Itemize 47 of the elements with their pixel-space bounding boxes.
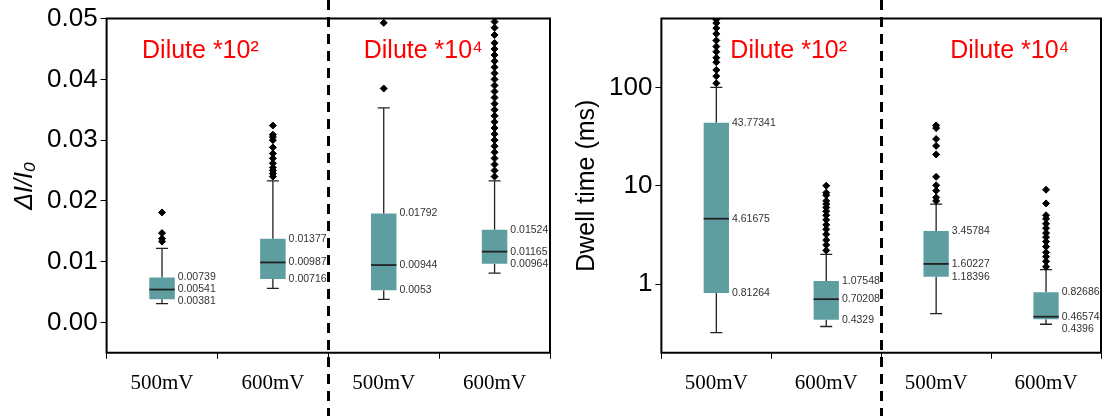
- annotation: Dilute *10⁴: [363, 35, 483, 64]
- x-tick-label: 500mV: [684, 369, 748, 394]
- y-tick-label: 0.02: [46, 184, 98, 215]
- annotation: 43.77341: [731, 115, 776, 128]
- annotation: 0.00987: [288, 255, 327, 268]
- y-tick-label: 0.05: [46, 1, 98, 32]
- x-tick-label: 600mV: [794, 369, 858, 394]
- annotation: 0.01792: [399, 206, 438, 219]
- x-tick-label: 600mV: [463, 369, 527, 394]
- x-tick-label: 600mV: [1014, 369, 1078, 394]
- x-tick-label: 600mV: [241, 369, 305, 394]
- annotation: 0.01165: [510, 244, 548, 257]
- annotation: 1.60227: [951, 256, 990, 269]
- y-axis-title: ΔI/I₀: [8, 161, 37, 211]
- annotation: Dilute *10²: [142, 35, 259, 64]
- y-tick-label: 1: [637, 267, 653, 298]
- y-tick-label: 0.03: [46, 123, 98, 154]
- x-tick-label: 500mV: [352, 369, 416, 394]
- annotation: 0.00944: [399, 257, 438, 270]
- annotation: 0.0053: [399, 283, 432, 296]
- annotation: 4.61675: [731, 211, 771, 224]
- annotation: 0.70208: [841, 292, 880, 305]
- y-tick-label: 10: [623, 168, 653, 199]
- y-tick-label: 0.04: [46, 62, 98, 93]
- annotation: 0.4396: [1061, 321, 1094, 334]
- annotation: 0.81264: [731, 285, 771, 298]
- annotation: Dilute *10⁴: [950, 35, 1070, 64]
- annotation: 0.82686: [1061, 285, 1100, 298]
- annotation: 0.00381: [177, 294, 216, 307]
- annotation: 1.07548: [841, 273, 880, 286]
- annotation: 0.46574: [1061, 309, 1100, 322]
- y-tick-label: 100: [608, 70, 653, 101]
- annotation: Dilute *10²: [730, 35, 848, 64]
- annotation: 0.01377: [288, 231, 327, 244]
- annotation: 0.00716: [288, 271, 327, 284]
- y-tick-label: 0.00: [46, 305, 98, 336]
- y-tick-label: 0.01: [46, 244, 98, 275]
- y-axis-title: Dwell time (ms): [570, 99, 599, 272]
- annotation: 0.00541: [177, 282, 216, 295]
- x-tick-label: 500mV: [904, 369, 968, 394]
- annotation: 0.00964: [510, 256, 549, 269]
- annotation: 0.00739: [177, 270, 216, 283]
- annotation: 3.45784: [951, 223, 990, 236]
- annotation: 0.4329: [841, 312, 875, 325]
- x-tick-label: 500mV: [130, 369, 194, 394]
- annotation: 0.01524: [510, 222, 549, 235]
- annotation: 1.18396: [951, 269, 990, 282]
